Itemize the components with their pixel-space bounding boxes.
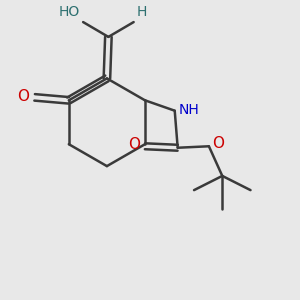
Text: O: O [128, 137, 140, 152]
Text: O: O [212, 136, 224, 152]
Text: O: O [17, 89, 29, 104]
Text: NH: NH [178, 103, 199, 117]
Text: H: H [136, 5, 147, 19]
Text: HO: HO [59, 5, 80, 19]
